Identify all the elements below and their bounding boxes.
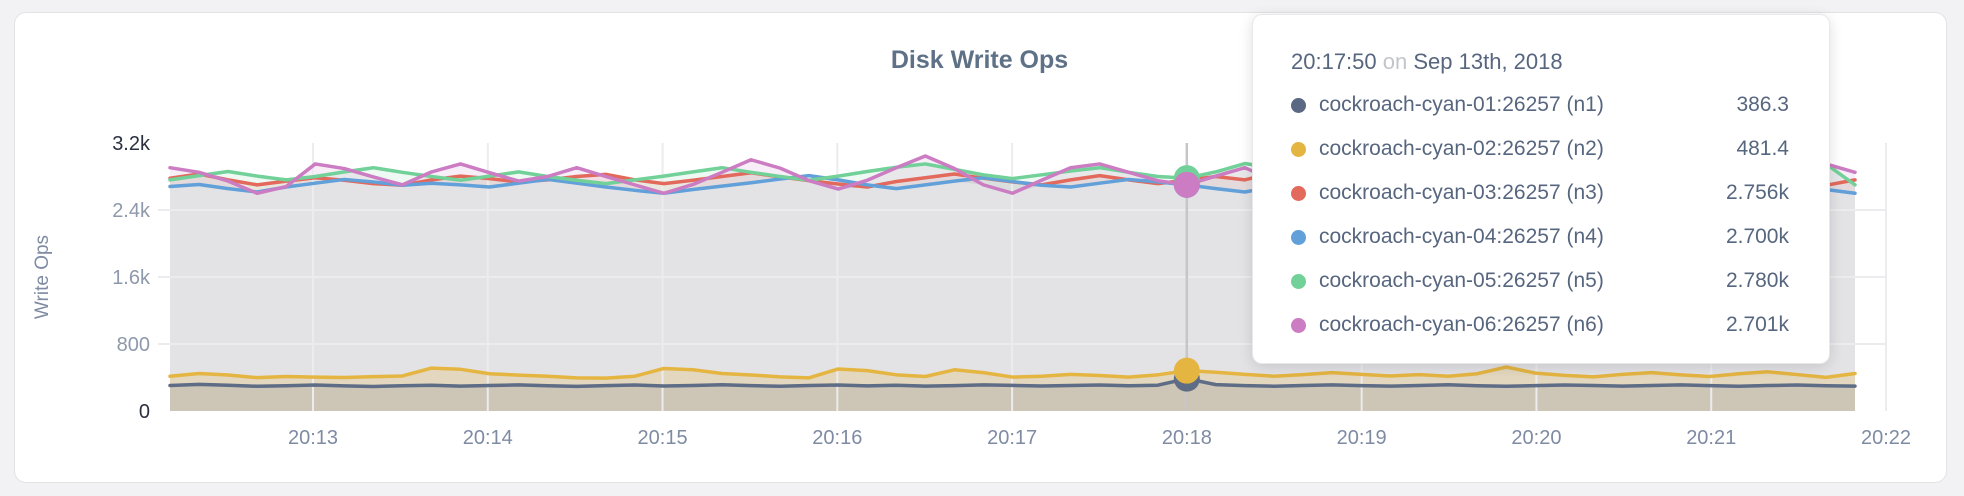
chart-tooltip: 20:17:50 on Sep 13th, 2018 cockroach-cya… — [1252, 14, 1830, 364]
series-color-dot-icon — [1291, 97, 1306, 113]
series-name: cockroach-cyan-03:26257 (n3) — [1319, 181, 1604, 204]
series-color-dot-icon — [1291, 317, 1306, 333]
x-tick-label: 20:22 — [1861, 427, 1911, 449]
series-value: 386.3 — [1736, 93, 1789, 116]
series-name: cockroach-cyan-02:26257 (n2) — [1319, 137, 1604, 160]
tooltip-header: 20:17:50 on Sep 13th, 2018 — [1291, 49, 1789, 75]
y-tick-label: 800 — [117, 334, 150, 356]
y-tick-label: 2.4k — [112, 200, 151, 222]
x-tick-label: 20:14 — [463, 427, 513, 449]
hover-point-dot — [1173, 357, 1200, 384]
series-color-dot-icon — [1291, 229, 1306, 245]
x-tick-label: 20:15 — [638, 427, 688, 449]
tooltip-series-row: cockroach-cyan-01:26257 (n1) 386.3 — [1291, 83, 1789, 127]
y-tick-label: 1.6k — [112, 267, 151, 289]
series-line — [168, 365, 1857, 380]
x-tick-label: 20:18 — [1162, 427, 1212, 449]
series-color-dot-icon — [1291, 141, 1306, 157]
series-name: cockroach-cyan-06:26257 (n6) — [1319, 313, 1604, 336]
tooltip-series-row: cockroach-cyan-05:26257 (n5) 2.780k — [1291, 259, 1789, 303]
series-color-dot-icon — [1291, 185, 1306, 201]
y-tick-label: 0 — [139, 401, 150, 423]
series-name: cockroach-cyan-01:26257 (n1) — [1319, 93, 1604, 116]
series-value: 2.700k — [1725, 225, 1789, 248]
x-tick-label: 20:20 — [1511, 427, 1561, 449]
x-tick-label: 20:13 — [288, 427, 338, 449]
x-tick-label: 20:21 — [1686, 427, 1736, 449]
tooltip-date: Sep 13th, 2018 — [1413, 49, 1563, 74]
tooltip-series-row: cockroach-cyan-06:26257 (n6) 2.701k — [1291, 303, 1789, 347]
hover-point-dot — [1173, 171, 1200, 198]
x-tick-label: 20:16 — [812, 427, 862, 449]
series-value: 2.701k — [1725, 313, 1789, 336]
series-value: 481.4 — [1736, 137, 1789, 160]
series-value: 2.756k — [1725, 181, 1789, 204]
tooltip-on-word: on — [1382, 49, 1408, 74]
x-tick-label: 20:19 — [1337, 427, 1387, 449]
y-axis-title: Write Ops — [32, 235, 53, 319]
tooltip-series-row: cockroach-cyan-02:26257 (n2) 481.4 — [1291, 127, 1789, 171]
series-name: cockroach-cyan-04:26257 (n4) — [1319, 225, 1604, 248]
tooltip-time: 20:17:50 — [1291, 49, 1377, 74]
series-color-dot-icon — [1291, 273, 1306, 289]
x-tick-label: 20:17 — [987, 427, 1037, 449]
series-line — [168, 376, 1857, 389]
tooltip-rows: cockroach-cyan-01:26257 (n1) 386.3 cockroa… — [1291, 83, 1789, 347]
y-tick-label: 3.2k — [112, 133, 151, 155]
series-value: 2.780k — [1725, 269, 1789, 292]
series-name: cockroach-cyan-05:26257 (n5) — [1319, 269, 1604, 292]
tooltip-series-row: cockroach-cyan-04:26257 (n4) 2.700k — [1291, 215, 1789, 259]
tooltip-series-row: cockroach-cyan-03:26257 (n3) 2.756k — [1291, 171, 1789, 215]
